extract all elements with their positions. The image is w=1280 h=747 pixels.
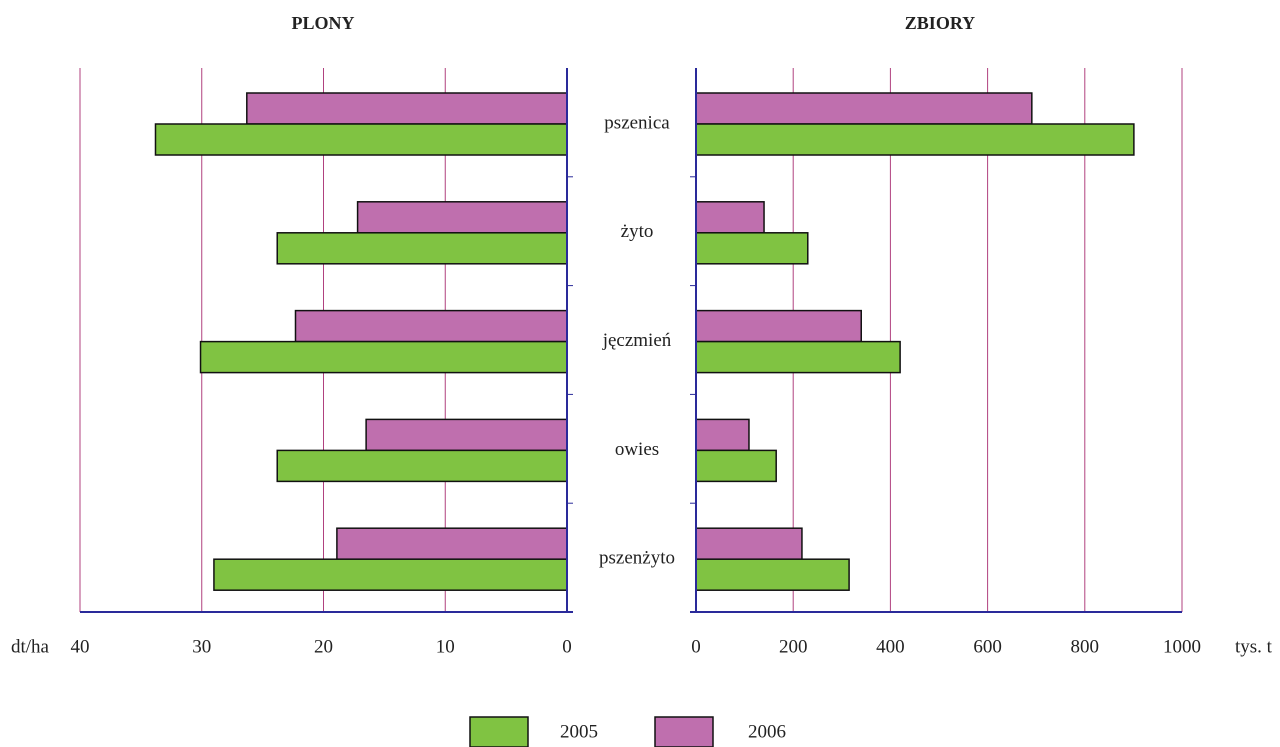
x-tick-label: 10 bbox=[436, 636, 455, 657]
category-label: pszenica bbox=[604, 112, 670, 133]
legend-label: 2005 bbox=[560, 721, 598, 742]
bar bbox=[695, 558, 850, 591]
bar bbox=[365, 418, 568, 452]
bar bbox=[695, 418, 750, 452]
legend-swatch bbox=[654, 716, 714, 747]
bar bbox=[213, 558, 568, 591]
bar bbox=[246, 92, 568, 125]
bar bbox=[294, 309, 568, 343]
bar bbox=[695, 201, 765, 234]
x-axis-label: tys. t bbox=[1235, 636, 1273, 657]
bar bbox=[695, 309, 862, 343]
x-tick-label: 400 bbox=[876, 636, 905, 657]
bar bbox=[695, 449, 777, 483]
category-label: owies bbox=[615, 439, 659, 460]
x-axis-label: dt/ha bbox=[11, 636, 50, 657]
chart-title: PLONY bbox=[292, 13, 355, 33]
x-tick-label: 1000 bbox=[1163, 636, 1201, 657]
bar bbox=[695, 92, 1033, 125]
category-label: żyto bbox=[621, 221, 654, 242]
x-tick-label: 20 bbox=[314, 636, 333, 657]
x-tick-label: 800 bbox=[1071, 636, 1100, 657]
x-tick-label: 600 bbox=[973, 636, 1002, 657]
legend-label: 2006 bbox=[748, 721, 786, 742]
bar bbox=[276, 232, 568, 265]
category-label: pszenżyto bbox=[599, 548, 675, 569]
bar bbox=[199, 340, 568, 374]
bar bbox=[695, 232, 809, 265]
bar bbox=[356, 201, 568, 234]
category-label: jęczmień bbox=[602, 330, 672, 351]
bar bbox=[695, 340, 901, 374]
bar bbox=[695, 123, 1135, 156]
x-tick-label: 0 bbox=[562, 636, 572, 657]
bar bbox=[154, 123, 568, 156]
x-tick-label: 0 bbox=[691, 636, 701, 657]
x-tick-label: 30 bbox=[192, 636, 211, 657]
x-tick-label: 200 bbox=[779, 636, 808, 657]
bar bbox=[695, 527, 803, 560]
bar bbox=[336, 527, 568, 560]
x-tick-label: 40 bbox=[71, 636, 90, 657]
chart-title: ZBIORY bbox=[905, 13, 975, 33]
bar bbox=[276, 449, 568, 483]
legend-swatch bbox=[469, 716, 529, 747]
